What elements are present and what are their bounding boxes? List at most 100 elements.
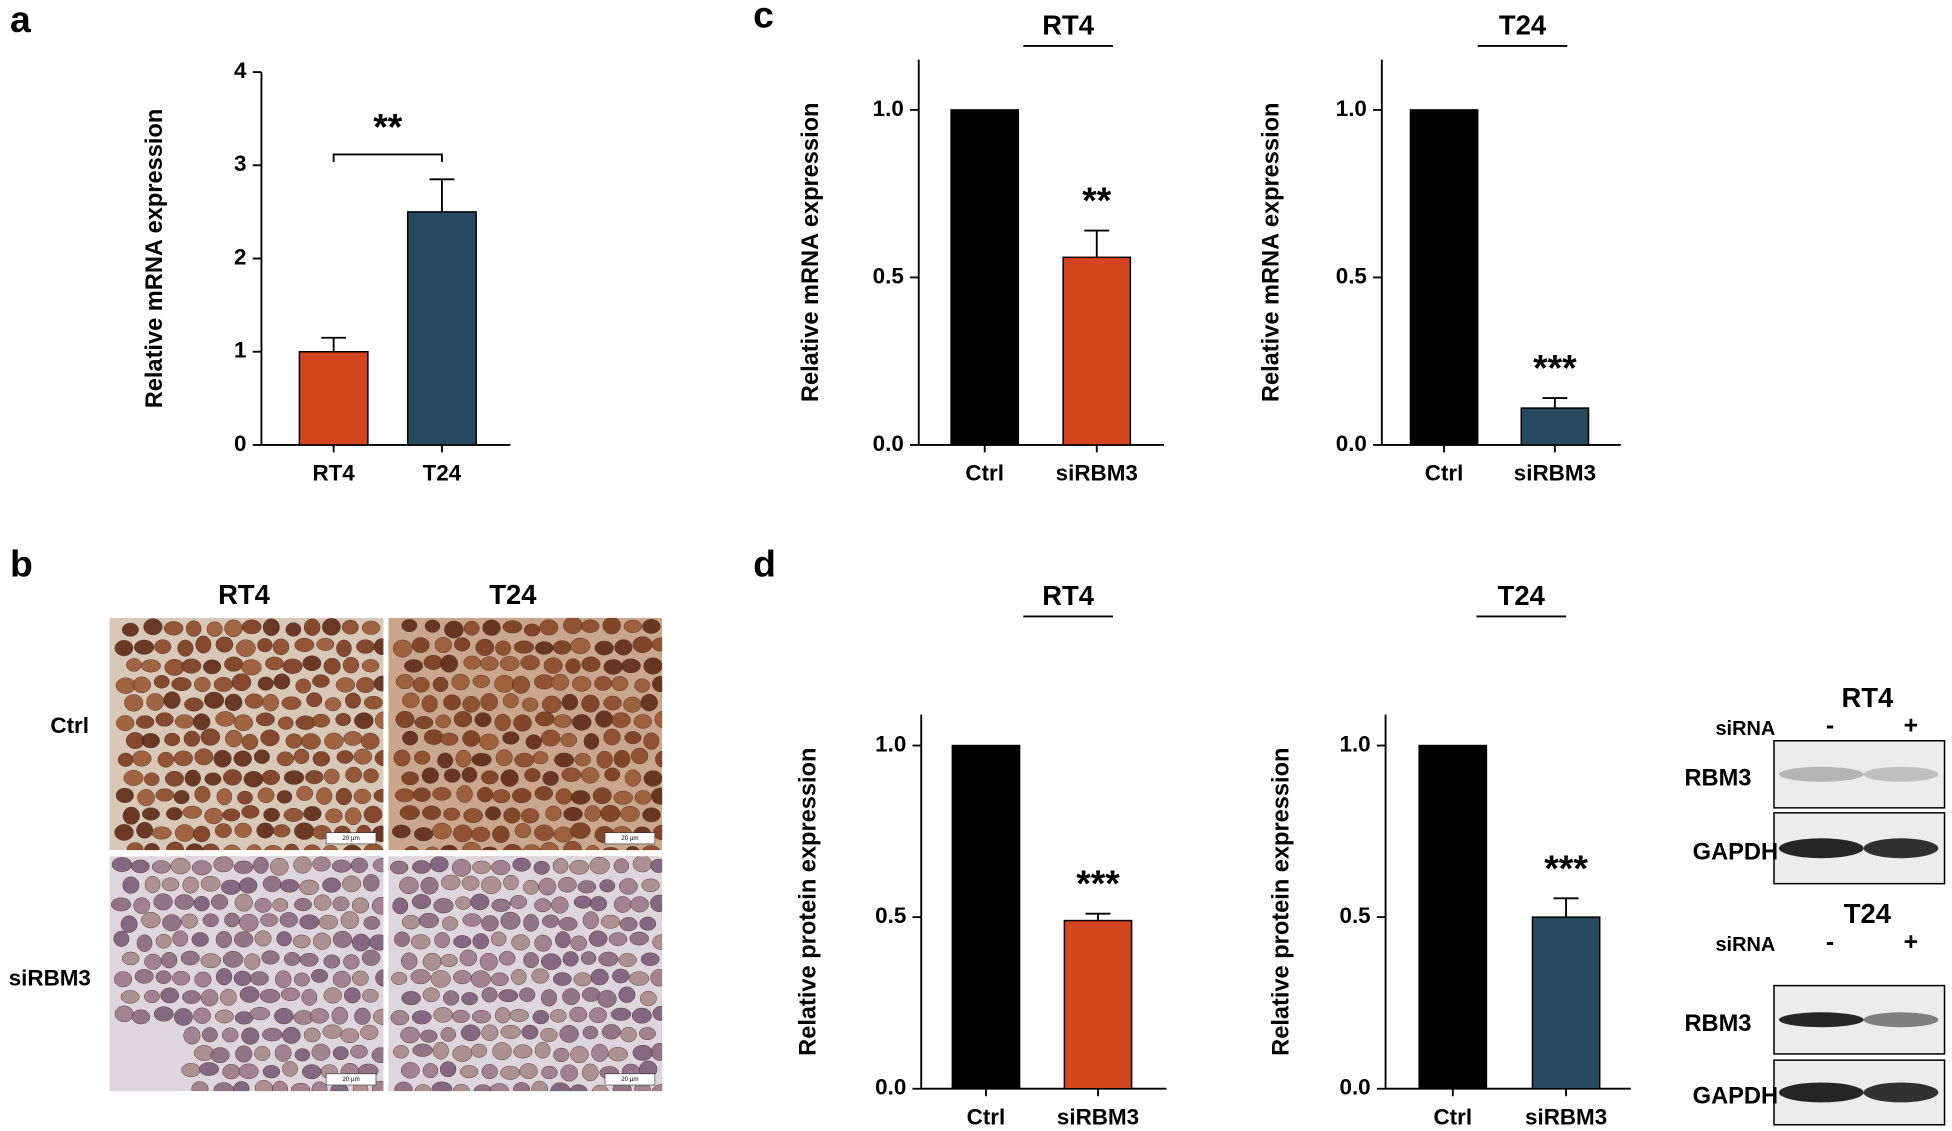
y-axis-label: Relative mRNA expression — [798, 103, 824, 403]
nucleus — [613, 790, 633, 805]
nucleus — [432, 787, 452, 801]
nucleus — [490, 972, 509, 987]
nucleus — [513, 714, 532, 732]
nucleus — [202, 659, 222, 675]
nucleus — [213, 749, 232, 768]
nucleus — [495, 640, 512, 656]
nucleus — [222, 951, 244, 968]
nucleus — [481, 876, 502, 894]
nucleus — [262, 1027, 283, 1042]
nucleus — [294, 822, 315, 840]
nucleus — [341, 619, 359, 635]
nucleus — [455, 749, 472, 768]
nucleus — [193, 1007, 211, 1024]
nucleus — [519, 1063, 538, 1079]
nucleus — [411, 1010, 432, 1025]
y-axis-label: Relative protein expression — [795, 748, 821, 1056]
nucleus — [254, 1046, 271, 1061]
nucleus — [523, 879, 539, 895]
nucleus — [623, 619, 643, 633]
nucleus — [430, 970, 451, 988]
nucleus — [569, 1084, 588, 1092]
nucleus — [293, 748, 310, 765]
nucleus — [122, 876, 140, 894]
nucleus — [399, 876, 419, 894]
nucleus — [332, 896, 350, 912]
nucleus — [401, 914, 421, 930]
nucleus — [580, 767, 600, 784]
y-tick-label: 0.5 — [875, 903, 906, 928]
nucleus — [620, 1026, 637, 1043]
nucleus — [272, 638, 290, 656]
nucleus — [323, 768, 340, 785]
nucleus — [440, 844, 459, 859]
nucleus — [343, 731, 363, 746]
nucleus — [233, 860, 254, 874]
nucleus — [323, 657, 341, 675]
nucleus — [570, 637, 591, 655]
panel-label: a — [10, 0, 31, 40]
scale-bar-box — [325, 832, 377, 845]
x-tick-label: T24 — [423, 461, 462, 486]
nucleus — [331, 859, 352, 873]
nucleus — [213, 856, 234, 873]
band — [1863, 1012, 1939, 1028]
nucleus — [234, 893, 253, 912]
nucleus — [272, 1080, 288, 1092]
nucleus — [462, 695, 481, 713]
nucleus — [572, 714, 592, 731]
nucleus — [552, 640, 572, 655]
nucleus — [500, 769, 519, 787]
nucleus — [293, 972, 310, 987]
y-tick-label: 0.5 — [873, 263, 904, 288]
nucleus — [570, 935, 588, 951]
nucleus — [182, 990, 201, 1004]
nucleus — [350, 1044, 368, 1059]
y-tick-label: 0.0 — [875, 1075, 906, 1100]
nucleus — [214, 823, 232, 839]
nucleus — [184, 769, 201, 787]
nucleus — [590, 968, 609, 986]
nucleus — [393, 749, 411, 767]
nucleus — [599, 879, 616, 893]
y-tick-label: 2 — [234, 244, 246, 269]
nucleus — [480, 656, 499, 671]
y-tick-label: 1.0 — [875, 731, 906, 756]
nucleus — [411, 894, 432, 910]
nucleus — [323, 954, 341, 969]
nucleus — [302, 655, 322, 672]
x-tick-label: RT4 — [312, 461, 355, 486]
nucleus — [624, 731, 642, 745]
nucleus — [569, 859, 590, 875]
nucleus — [390, 1010, 410, 1026]
nucleus — [393, 1045, 409, 1059]
nucleus — [600, 805, 621, 822]
nucleus — [215, 968, 233, 986]
nucleus — [341, 875, 362, 893]
nucleus — [223, 769, 242, 786]
nucleus — [199, 1062, 219, 1076]
nucleus — [303, 806, 322, 822]
nucleus — [456, 785, 473, 803]
nucleus — [166, 841, 185, 858]
nucleus — [451, 1009, 470, 1023]
nucleus — [369, 934, 390, 951]
nucleus — [299, 952, 319, 967]
nucleus — [120, 990, 140, 1004]
panel-label: d — [753, 543, 776, 585]
nucleus — [412, 1043, 433, 1057]
nucleus — [283, 770, 305, 785]
nucleus — [531, 968, 550, 984]
nucleus — [600, 914, 621, 929]
nucleus — [524, 768, 541, 783]
nucleus — [643, 657, 663, 675]
nucleus — [210, 894, 229, 910]
x-tick-label: Ctrl — [1434, 1104, 1473, 1129]
nucleus — [461, 767, 478, 783]
nucleus — [498, 989, 519, 1003]
nucleus — [462, 913, 482, 927]
histology-image — [109, 856, 394, 1092]
nucleus — [162, 914, 182, 932]
nucleus — [363, 916, 381, 930]
